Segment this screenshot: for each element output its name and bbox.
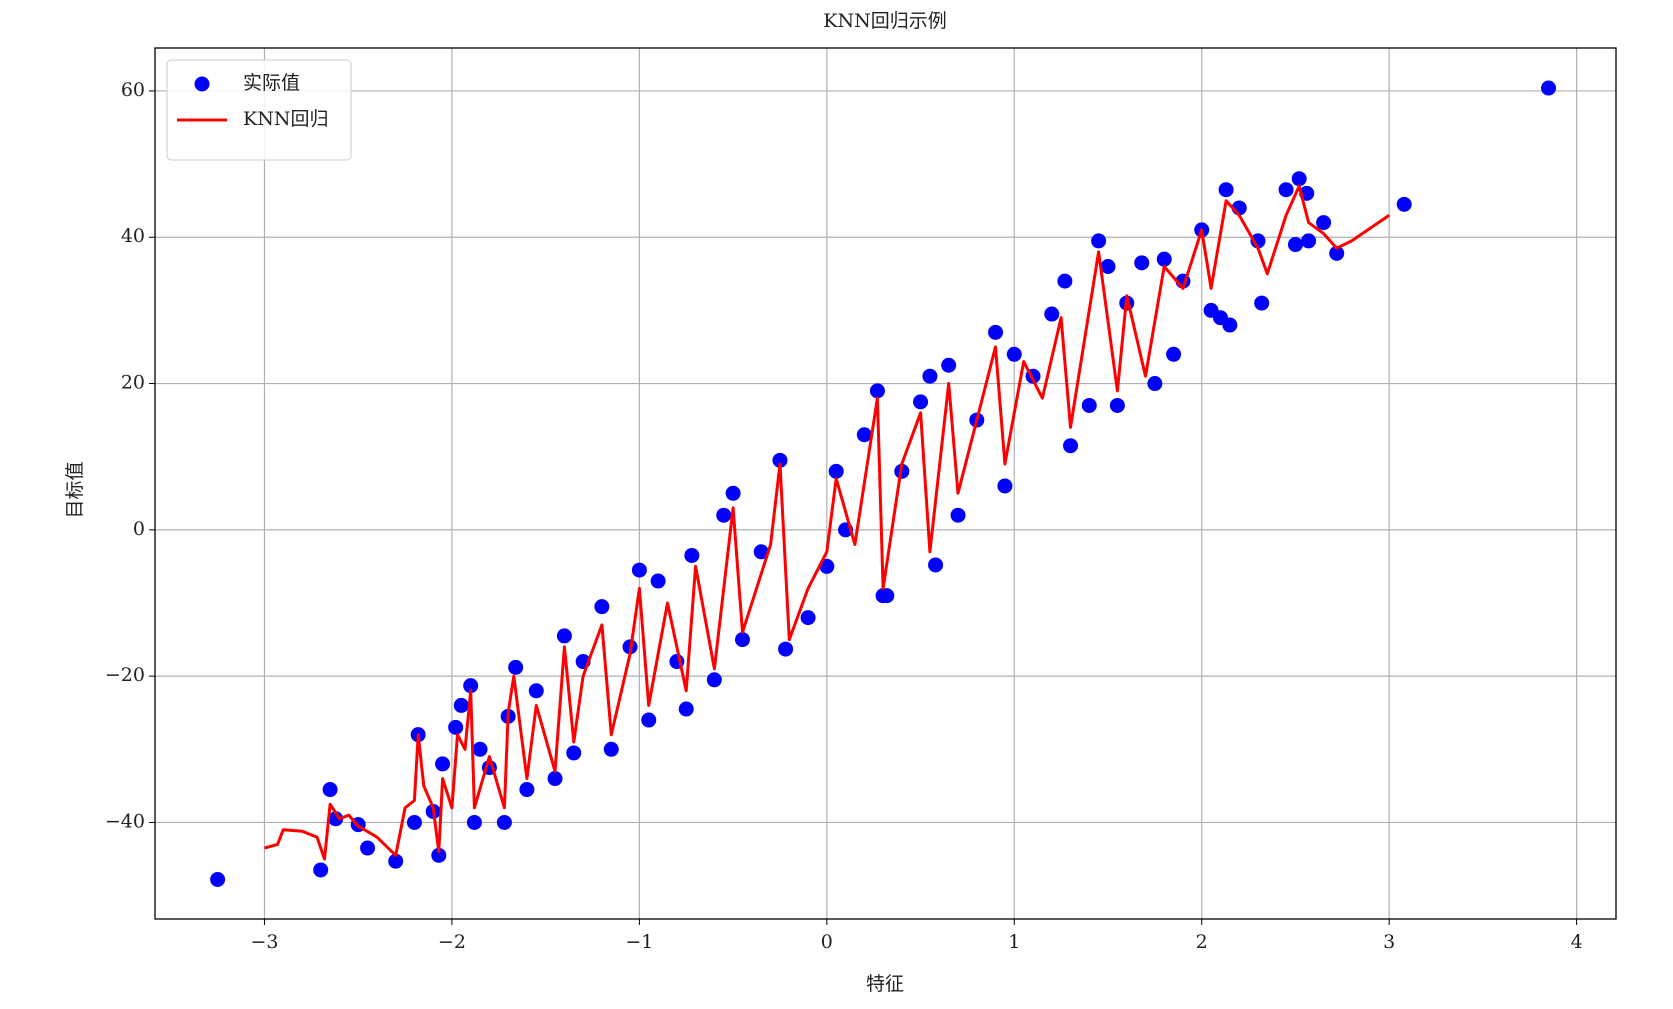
x-tick-label: 2 [1196, 931, 1208, 953]
scatter-point [819, 558, 835, 574]
scatter-point [772, 452, 788, 468]
y-tick-label: 20 [121, 372, 145, 394]
y-tick-label: 60 [121, 79, 145, 101]
scatter-point [519, 782, 535, 798]
scatter-point [1044, 306, 1060, 322]
scatter-point [435, 756, 451, 772]
y-axis-label: 目标值 [64, 461, 86, 518]
legend-box [166, 59, 352, 161]
scatter-point [1250, 233, 1266, 249]
scatter-point [1316, 215, 1332, 231]
legend-label: 实际值 [243, 72, 300, 94]
scatter-point [1100, 258, 1116, 274]
scatter-point [603, 741, 619, 757]
scatter-point [988, 324, 1004, 340]
x-tick-label: 4 [1571, 931, 1583, 953]
scatter-point [1254, 295, 1270, 311]
scatter-point [869, 383, 885, 399]
scatter-point [1081, 397, 1097, 413]
x-tick-label: −2 [438, 931, 466, 953]
scatter-point [360, 840, 376, 856]
scatter-point [1329, 245, 1345, 261]
regression-line [264, 184, 1391, 861]
scatter-point [431, 847, 447, 863]
x-axis-label: 特征 [866, 973, 904, 995]
scatter-point [448, 719, 464, 735]
plot-frame [154, 47, 1617, 920]
scatter-point [388, 853, 404, 869]
scatter-point [725, 485, 741, 501]
scatter-point [1134, 255, 1150, 271]
scatter-point [631, 562, 647, 578]
scatter-point [566, 745, 582, 761]
scatter-point [594, 599, 610, 615]
scatter-point [1091, 233, 1107, 249]
x-tick-label: 1 [1008, 931, 1020, 953]
y-tick-label: −40 [105, 810, 145, 832]
scatter-point [1541, 80, 1557, 96]
scatter-point [1057, 273, 1073, 289]
y-tick-label: −20 [105, 664, 145, 686]
scatter-point [856, 427, 872, 443]
scatter-point [472, 741, 488, 757]
scatter-point [313, 862, 329, 878]
scatter-point [650, 573, 666, 589]
x-tick-label: 3 [1383, 931, 1395, 953]
x-tick-label: 0 [821, 931, 833, 953]
scatter-point [1063, 438, 1079, 454]
scatter-point [1156, 251, 1172, 267]
legend-swatch [194, 76, 210, 92]
scatter-point [406, 814, 422, 830]
scatter-point [1301, 233, 1317, 249]
scatter-point [322, 782, 338, 798]
scatter-point [828, 463, 844, 479]
scatter-point [753, 544, 769, 560]
scatter-point [210, 871, 226, 887]
scatter-point [800, 610, 816, 626]
scatter-point [328, 811, 344, 827]
scatter-point [922, 368, 938, 384]
scatter-point [556, 628, 572, 644]
scatter-point [496, 814, 512, 830]
scatter-point [684, 547, 700, 563]
scatter-point [778, 641, 794, 657]
scatter-point [463, 678, 479, 694]
scatter-point [734, 632, 750, 648]
scatter-point [1287, 237, 1303, 253]
scatter-point [528, 683, 544, 699]
chart-title: KNN回归示例 [823, 10, 946, 32]
scatter-point [1222, 317, 1238, 333]
scatter-point [641, 712, 657, 728]
scatter-point [950, 507, 966, 523]
scatter-point [678, 701, 694, 717]
scatter-point [453, 697, 469, 713]
scatter-point [941, 357, 957, 373]
scatter-point [1278, 182, 1294, 198]
x-tick-label: −3 [250, 931, 278, 953]
scatter-point [928, 557, 944, 573]
scatter-point [547, 771, 563, 787]
scatter-point [1291, 171, 1307, 187]
scatter-point [879, 588, 895, 604]
scatter-point [1147, 376, 1163, 392]
scatter-point [913, 394, 929, 410]
scatter-point [1218, 182, 1234, 198]
scatter-point [706, 672, 722, 688]
y-tick-label: 40 [121, 225, 145, 247]
scatter-point [508, 659, 524, 675]
scatter-point [716, 507, 732, 523]
scatter-point [1006, 346, 1022, 362]
x-tick-label: −1 [625, 931, 653, 953]
scatter-point [1396, 196, 1412, 212]
y-tick-label: 0 [133, 518, 145, 540]
scatter-point [1166, 346, 1182, 362]
legend: 实际值 KNN回归 [166, 59, 352, 161]
legend-label: KNN回归 [243, 108, 328, 130]
scatter-point [997, 478, 1013, 494]
scatter-point [1109, 397, 1125, 413]
scatter-point [466, 814, 482, 830]
